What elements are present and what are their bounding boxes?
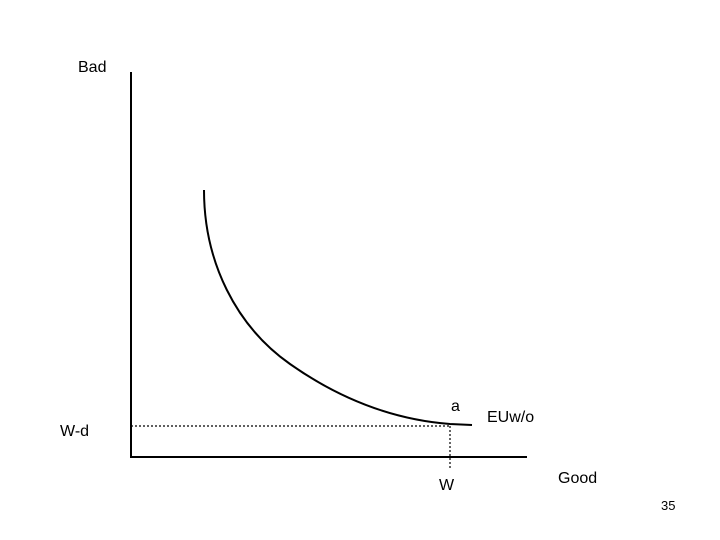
wealth-minus-d-label: W-d [60,423,89,440]
y-axis-label: Bad [78,59,106,76]
x-axis-label: Good [558,470,597,487]
curve-label: EUw/o [487,409,534,426]
point-label: a [451,398,460,415]
indifference-curve [203,189,473,426]
wealth-label: W [439,477,455,494]
slide-number: 35 [661,498,675,513]
